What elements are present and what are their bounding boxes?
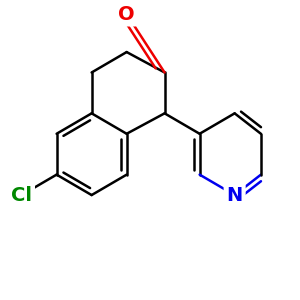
Text: O: O (118, 4, 135, 24)
Text: N: N (226, 186, 243, 205)
Text: Cl: Cl (11, 186, 32, 205)
